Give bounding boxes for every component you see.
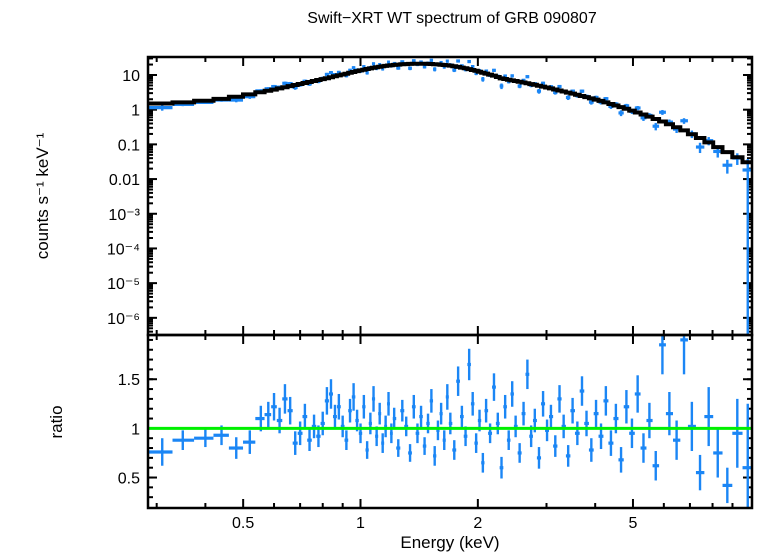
chart-title: Swift−XRT WT spectrum of GRB 090807 xyxy=(307,10,597,27)
x-tick-label: 0.5 xyxy=(232,515,254,532)
y-tick-label: 1.5 xyxy=(118,372,140,389)
y-tick-label: 10⁻⁴ xyxy=(107,241,140,258)
y-axis-label-counts: counts s⁻¹ keV⁻¹ xyxy=(33,132,52,259)
y-tick-label: 10⁻⁵ xyxy=(107,276,140,293)
y-tick-label: 0.1 xyxy=(118,137,140,154)
x-tick-label: 2 xyxy=(473,515,482,532)
y-tick-label: 10⁻⁶ xyxy=(107,311,140,328)
ratio-data-points xyxy=(148,335,752,508)
bottom-panel-frame xyxy=(146,333,754,510)
x-axis-label: Energy (keV) xyxy=(400,533,499,552)
x-tick-label: 5 xyxy=(629,515,638,532)
y-tick-label: 0.5 xyxy=(118,471,140,488)
tick-labels: 10 1 0.1 0.01 10⁻³ 10⁻⁴ 10⁻⁵ 10⁻⁶ 0.5 1 1.5 0.5 1 2 5 xyxy=(107,68,638,532)
ratio-panel xyxy=(148,335,752,508)
plot-layers: 10 1 0.1 0.01 10⁻³ 10⁻⁴ 10⁻⁵ 10⁻⁶ 0.5 1 1.5 0.5 1 2 5 xyxy=(107,55,754,532)
x-tick-label: 1 xyxy=(356,515,365,532)
y-axis-label-ratio: ratio xyxy=(47,405,66,438)
y-tick-label: 1 xyxy=(131,103,140,120)
y-tick-label: 10 xyxy=(122,68,140,85)
model-line xyxy=(148,61,752,165)
y-tick-label: 0.01 xyxy=(109,172,140,189)
panel-frames xyxy=(146,55,754,510)
y-tick-label: 1 xyxy=(131,421,140,438)
spectrum-panel xyxy=(148,58,752,335)
y-tick-label: 10⁻³ xyxy=(108,207,140,224)
